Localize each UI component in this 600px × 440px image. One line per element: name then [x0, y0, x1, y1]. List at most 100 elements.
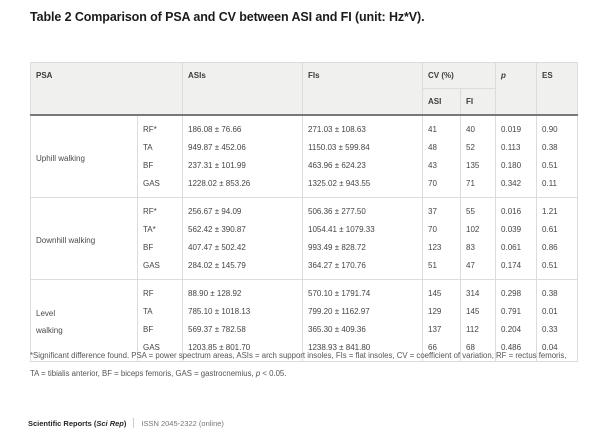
es-value: 0.51: [536, 256, 579, 279]
muscle-cell: RF: [136, 278, 184, 302]
table-row: GAS 284.02 ± 145.79 364.27 ± 170.76 51 4…: [31, 256, 579, 279]
cv-asi-value: 137: [422, 320, 462, 338]
table-row: Level walking RF 88.90 ± 128.92 570.10 ±…: [30, 278, 579, 361]
cv-fi-value: 145: [460, 302, 497, 320]
condition-cell-uphill: Uphill walking: [30, 114, 138, 197]
cv-fi-value: 52: [460, 138, 497, 156]
asis-value: 407.47 ± 502.42: [182, 238, 304, 256]
results-table: PSA ASIs FIs CV (%) p ES ASI FI Uphill w…: [29, 62, 579, 362]
cv-asi-value: 37: [422, 196, 462, 220]
journal-name: Scientific Reports (Sci Rep): [28, 419, 126, 428]
issn-text: ISSN 2045-2322 (online): [141, 418, 224, 428]
cv-asi-value: 123: [422, 238, 462, 256]
p-value: 0.113: [495, 138, 538, 156]
table-row: TA* 562.42 ± 390.87 1054.41 ± 1079.33 70…: [31, 220, 579, 238]
footnote-text: *Significant difference found. PSA = pow…: [30, 351, 567, 378]
table-footnote: *Significant difference found. PSA = pow…: [30, 347, 577, 383]
fis-value: 993.49 ± 828.72: [302, 238, 424, 256]
cv-fi-value: 47: [460, 256, 497, 279]
cv-fi-value: 40: [460, 114, 497, 138]
table-row: GAS 1203.85 ± 801.70 1238.93 ± 841.80 66…: [31, 338, 579, 361]
es-value: 0.33: [536, 320, 579, 338]
p-value: 0.039: [495, 220, 538, 238]
cv-fi-value: 112: [460, 320, 497, 338]
p-value: 0.342: [495, 174, 538, 197]
fis-value: 271.03 ± 108.63: [302, 114, 424, 138]
asis-value: 785.10 ± 1018.13: [182, 302, 304, 320]
p-value: 0.016: [495, 196, 538, 220]
results-table-wrap: PSA ASIs FIs CV (%) p ES ASI FI Uphill w…: [29, 62, 579, 362]
cv-asi-value: 145: [422, 278, 462, 302]
muscle-cell: GAS: [136, 174, 184, 197]
cv-asi-value: 48: [422, 138, 462, 156]
fis-value: 364.27 ± 170.76: [302, 256, 424, 279]
fis-value: 506.36 ± 277.50: [302, 196, 424, 220]
fis-value: 463.96 ± 624.23: [302, 156, 424, 174]
table-row: Uphill walking RF* 186.08 ± 76.66 271.03…: [30, 114, 579, 197]
table-row: GAS 1228.02 ± 853.26 1325.02 ± 943.55 70…: [31, 174, 579, 197]
header-p: p: [495, 62, 538, 116]
es-value: 0.38: [536, 278, 579, 302]
es-value: 0.04: [536, 338, 579, 361]
asis-value: 569.37 ± 782.58: [182, 320, 304, 338]
cv-asi-value: 51: [422, 256, 462, 279]
muscle-cell: GAS: [136, 256, 184, 279]
cv-fi-value: 102: [460, 220, 497, 238]
footnote-threshold: < 0.05.: [260, 369, 287, 378]
asis-value: 1228.02 ± 853.26: [182, 174, 304, 197]
muscle-cell: BF: [136, 156, 184, 174]
es-value: 0.11: [536, 174, 579, 197]
header-row-2: ASI FI: [31, 88, 578, 116]
condition-cell-downhill: Downhill walking: [30, 196, 138, 279]
p-value: 0.298: [495, 278, 538, 302]
asis-value: 186.08 ± 76.66: [182, 114, 304, 138]
es-value: 0.90: [536, 114, 579, 138]
asis-value: 284.02 ± 145.79: [182, 256, 304, 279]
p-value: 0.204: [495, 320, 538, 338]
es-value: 0.38: [536, 138, 579, 156]
es-value: 0.61: [536, 220, 579, 238]
table-title: Table 2 Comparison of PSA and CV between…: [30, 10, 425, 24]
cv-asi-value: 70: [422, 220, 462, 238]
muscle-cell: TA*: [136, 220, 184, 238]
p-value: 0.019: [495, 114, 538, 138]
muscle-cell: TA: [136, 302, 184, 320]
es-value: 0.86: [536, 238, 579, 256]
table-row: TA 949.87 ± 452.06 1150.03 ± 599.84 48 5…: [31, 138, 579, 156]
asis-value: 256.67 ± 94.09: [182, 196, 304, 220]
header-psa: PSA: [29, 62, 184, 116]
cv-fi-value: 314: [460, 278, 497, 302]
cv-asi-value: 43: [422, 156, 462, 174]
cv-asi-value: 41: [422, 114, 462, 138]
table-body: Uphill walking RF* 186.08 ± 76.66 271.03…: [30, 114, 579, 361]
p-value: 0.061: [495, 238, 538, 256]
table-row: TA 785.10 ± 1018.13 799.20 ± 1162.97 129…: [31, 302, 579, 320]
table-header: PSA ASIs FIs CV (%) p ES ASI FI: [29, 62, 579, 116]
journal-footer: Scientific Reports (Sci Rep) ISSN 2045-2…: [28, 418, 224, 428]
fis-value: 1150.03 ± 599.84: [302, 138, 424, 156]
cv-fi-value: 135: [460, 156, 497, 174]
fis-value: 1054.41 ± 1079.33: [302, 220, 424, 238]
journal-name-close: ): [123, 418, 127, 428]
table-row: BF 569.37 ± 782.58 365.30 ± 409.36 137 1…: [31, 320, 579, 338]
journal-name-text: Scientific Reports (: [28, 418, 97, 428]
header-cv-fi: FI: [460, 88, 497, 116]
cv-asi-value: 129: [422, 302, 462, 320]
p-value: 0.180: [495, 156, 538, 174]
table-row: BF 237.31 ± 101.99 463.96 ± 624.23 43 13…: [31, 156, 579, 174]
asis-value: 237.31 ± 101.99: [182, 156, 304, 174]
cv-fi-value: 55: [460, 196, 497, 220]
header-cv: CV (%): [422, 62, 497, 89]
es-value: 0.51: [536, 156, 579, 174]
cv-fi-value: 83: [460, 238, 497, 256]
p-value: 0.174: [495, 256, 538, 279]
header-cv-asi: ASI: [422, 88, 462, 116]
cv-fi-value: 71: [460, 174, 497, 197]
es-value: 1.21: [536, 196, 579, 220]
fis-value: 799.20 ± 1162.97: [302, 302, 424, 320]
muscle-cell: RF*: [136, 196, 184, 220]
condition-cell-level: Level walking: [30, 278, 138, 361]
muscle-cell: RF*: [136, 114, 184, 138]
asis-value: 88.90 ± 128.92: [182, 278, 304, 302]
header-row-1: PSA ASIs FIs CV (%) p ES: [29, 62, 579, 116]
